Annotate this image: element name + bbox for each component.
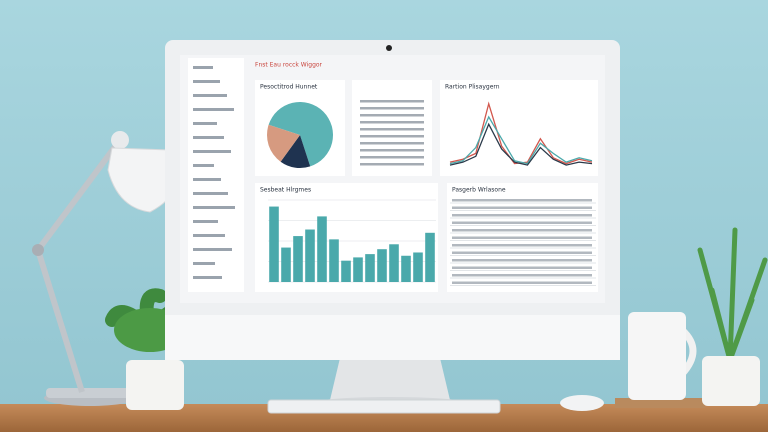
lamp: [32, 131, 178, 406]
dashboard-title: Fnst Eau rocck Wiggor: [255, 62, 323, 69]
bar: [269, 206, 279, 282]
bar: [281, 247, 291, 282]
panel-title: Sesbeat Hlrgmes: [260, 187, 311, 194]
sidebar-item: [193, 122, 217, 125]
sidebar-item: [193, 178, 221, 181]
table-row: [360, 114, 424, 117]
table-row: [360, 100, 424, 103]
sidebar-item: [193, 136, 224, 139]
sidebar-item: [193, 262, 215, 265]
table-row: [452, 274, 592, 277]
table-row: [360, 128, 424, 131]
table-row: [360, 156, 424, 159]
sidebar: [188, 58, 244, 292]
bar: [413, 252, 423, 282]
panel-title: Pesoctitrod Hunnet: [260, 84, 318, 91]
table-row: [452, 236, 592, 239]
line-series: [449, 122, 593, 166]
plant: [697, 227, 768, 406]
sidebar-item: [193, 94, 227, 97]
bar: [401, 255, 411, 282]
bar: [317, 216, 327, 282]
table-row: [360, 163, 424, 166]
pie-slice: [268, 102, 333, 167]
sidebar-item: [193, 108, 234, 111]
bar: [353, 257, 363, 282]
table-row: [452, 281, 592, 284]
table-row: [452, 199, 592, 202]
bar: [365, 254, 375, 282]
table-row: [360, 121, 424, 124]
table-row: [452, 266, 592, 269]
bar: [389, 244, 399, 282]
table-row: [360, 107, 424, 110]
table-row: [452, 259, 592, 262]
table-row: [360, 149, 424, 152]
keyboard: [267, 399, 501, 414]
panel-title: Rartion Plisaygern: [445, 84, 500, 91]
sidebar-item: [193, 192, 228, 195]
pie-slice: [280, 135, 311, 169]
bar: [305, 229, 315, 282]
panel-title: Pasgerb Wrlasone: [452, 187, 506, 194]
sidebar-item: [193, 220, 218, 223]
line-series: [449, 115, 593, 165]
sidebar-item: [193, 164, 214, 167]
bar: [293, 236, 303, 282]
table-row: [452, 206, 592, 209]
bar: [341, 260, 351, 282]
line-series: [449, 101, 593, 165]
book: [615, 398, 705, 408]
mouse: [560, 395, 604, 411]
sidebar-item: [193, 206, 235, 209]
table-row: [360, 142, 424, 145]
table-row: [452, 221, 592, 224]
table-row: [452, 251, 592, 254]
sidebar-item: [193, 234, 225, 237]
pie-slice: [267, 124, 300, 162]
table-row: [452, 229, 592, 232]
sidebar-item: [193, 150, 231, 153]
sidebar-item: [193, 66, 213, 69]
bar: [329, 239, 339, 282]
sidebar-item: [193, 276, 222, 279]
sidebar-item: [193, 248, 232, 251]
table-row: [452, 244, 592, 247]
bar: [425, 232, 435, 282]
table-row: [452, 214, 592, 217]
table-row: [360, 135, 424, 138]
sidebar-item: [193, 80, 220, 83]
mug: [628, 312, 697, 400]
bar: [377, 249, 387, 282]
